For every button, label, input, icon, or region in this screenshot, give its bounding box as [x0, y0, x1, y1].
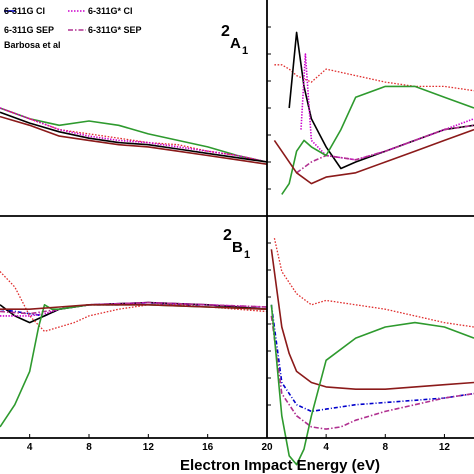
legend: 6-311G CI 6-311G* CI 6-311G SEP 6-311G* …	[4, 6, 142, 50]
series-top-right-curve-4	[281, 85, 474, 195]
annotation-2a1-superscript: 2	[221, 23, 230, 40]
series-bottom-right-6-311g-ci	[270, 304, 474, 413]
x-tick-label-bottom-left-12: 12	[143, 442, 155, 453]
annotation-2b1-superscript: 2	[223, 227, 232, 244]
x-tick-label-bottom-left-4: 4	[27, 442, 33, 453]
annotation-2a1-letter: A	[230, 35, 241, 52]
annotation-2b1: 2 B 1	[223, 227, 250, 261]
legend-label-barbosa: Barbosa et al	[4, 40, 61, 50]
series-bottom-right-curve-1	[270, 249, 474, 390]
series-top-left-6-311g-sep	[0, 111, 268, 163]
legend-label-6-311g-star-sep: 6-311G* SEP	[88, 25, 142, 35]
annotation-2b1-subscript: 1	[244, 249, 250, 261]
series-bottom-left-6-311g-star-ci	[0, 301, 268, 317]
legend-label-6-311g-ci: 6-311G CI	[4, 6, 45, 16]
series-bottom-left-barbosa-et-al	[0, 271, 268, 333]
legend-label-6-311g-sep: 6-311G SEP	[4, 25, 54, 35]
series-bottom-right-curve-4	[270, 304, 474, 466]
series-bottom-right-barbosa-et-al	[273, 238, 474, 328]
series-top-right-curve-5	[273, 128, 474, 185]
series-bottom-left-curve-6	[0, 304, 268, 310]
series-top-right-6-311g-star-sep	[296, 124, 474, 174]
annotation-2b1-letter: B	[232, 239, 243, 256]
series-top-left-6-311g-star-ci	[0, 107, 268, 163]
series-top-right-barbosa-et-al	[274, 64, 474, 92]
x-tick-label-bottom-right-4: 4	[323, 442, 329, 453]
x-tick-label-bottom-right-12: 12	[439, 442, 451, 453]
x-tick-label-bottom-left-8: 8	[86, 442, 92, 453]
annotation-2a1: 2 A 1	[221, 23, 248, 57]
legend-label-6-311g-star-ci: 6-311G* CI	[88, 6, 133, 16]
annotation-2a1-subscript: 1	[242, 45, 248, 57]
series-top-left-curve-0	[0, 107, 268, 163]
series-top-left-curve-4	[0, 115, 268, 165]
x-tick-label-bottom-right-8: 8	[383, 442, 389, 453]
x-tick-label-bottom-left-16: 16	[202, 442, 214, 453]
x-tick-label-bottom-left-20: 20	[261, 442, 273, 453]
series-bottom-right-6-311g-star-sep	[270, 315, 474, 430]
x-axis-label: Electron Impact Energy (eV)	[180, 457, 380, 474]
